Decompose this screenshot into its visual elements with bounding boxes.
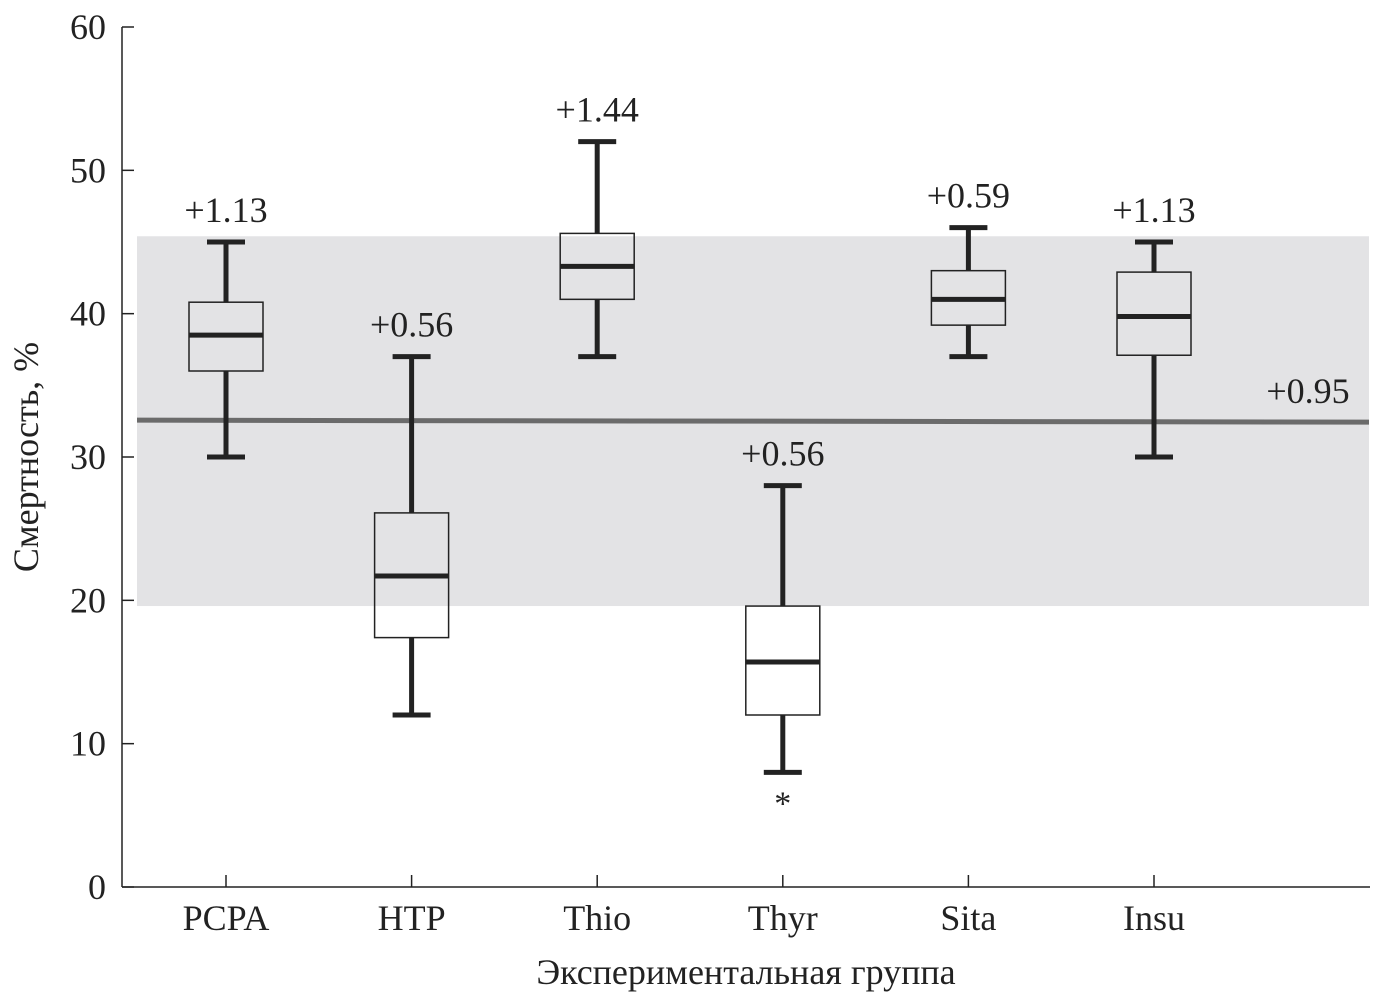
box-annotation: +0.56: [370, 305, 453, 345]
box-annotation: +0.56: [741, 434, 824, 474]
x-tick-label: Thyr: [748, 898, 818, 938]
reference-line: [136, 417, 1370, 425]
y-tick-label: 60: [70, 7, 106, 47]
y-tick-label: 30: [70, 437, 106, 477]
box-annotation: +1.13: [1112, 190, 1195, 230]
box-pcpa: +1.13: [184, 190, 268, 460]
box-htp: +0.56: [370, 305, 453, 718]
x-tick-label: PCPA: [183, 898, 270, 938]
box-annotation: +1.13: [184, 190, 267, 230]
y-axis-label: Смертность, %: [6, 342, 46, 572]
y-tick-label: 40: [70, 294, 106, 334]
box-sita: +0.59: [927, 176, 1010, 360]
box-annotation: +1.44: [556, 90, 639, 130]
x-tick-label: Insu: [1123, 898, 1185, 938]
iqr-box: [1116, 271, 1192, 356]
box-insu: +1.13: [1112, 190, 1196, 460]
box-thio: +1.44: [556, 90, 639, 360]
x-axis-label: Экспериментальная группа: [536, 952, 955, 992]
y-tick-label: 0: [88, 867, 106, 907]
y-tick-label: 50: [70, 150, 106, 190]
y-tick-label: 20: [70, 580, 106, 620]
reference-line-label: +0.95: [1266, 371, 1349, 411]
x-tick-label: Sita: [940, 898, 996, 938]
significance-marker: *: [774, 785, 791, 822]
box-annotation: +0.59: [927, 176, 1010, 216]
box-thyr: +0.56 *: [741, 434, 824, 823]
x-tick-label: HTP: [378, 898, 446, 938]
x-tick-label: Thio: [563, 898, 631, 938]
y-tick-label: 10: [70, 724, 106, 764]
